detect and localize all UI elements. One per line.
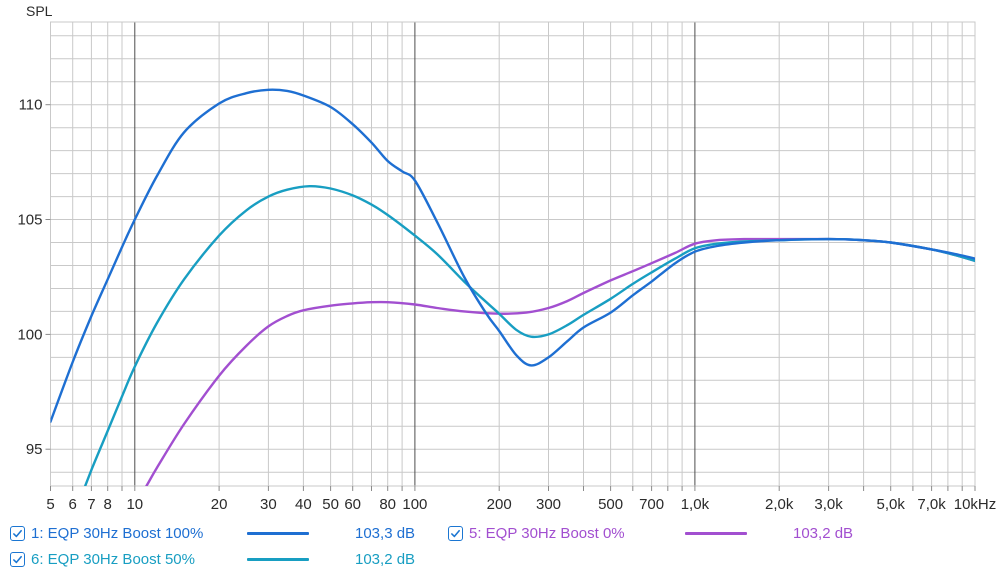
legend-item-eqp-50: 6: EQP 30Hz Boost 50% 103,2 dB (10, 550, 415, 568)
plot-area[interactable] (50, 21, 976, 487)
x-tick-label: 5,0k (877, 496, 906, 513)
curve-6-eqp-30hz-boost-50- (83, 184, 975, 486)
x-tick-label: 60 (344, 496, 361, 513)
x-tick-label: 80 (379, 496, 396, 513)
legend-db-value: 103,2 dB (355, 550, 416, 568)
curve-5-eqp-30hz-boost-0- (144, 237, 975, 486)
grid (50, 22, 976, 486)
x-tick-label: 50 (322, 496, 339, 513)
x-axis-ticks (45, 104, 976, 491)
curves (50, 88, 975, 486)
x-tick-label: 6 (69, 496, 77, 513)
x-tick-label: 10kHz (954, 496, 997, 513)
legend-line-swatch (247, 531, 309, 535)
legend-db-value: 103,3 dB (355, 524, 416, 542)
legend-db-value: 103,2 dB (793, 524, 854, 542)
x-tick-label: 1,0k (681, 496, 710, 513)
x-tick-label: 200 (487, 496, 512, 513)
x-tick-label: 7 (87, 496, 95, 513)
y-tick-label: 100 (17, 326, 42, 343)
legend-label: 6: EQP 30Hz Boost 50% (31, 550, 195, 568)
x-tick-label: 20 (211, 496, 228, 513)
legend-item-eqp-100: 1: EQP 30Hz Boost 100% 103,3 dB (10, 524, 415, 542)
spl-chart[interactable]: SPL 110 105 100 95 5 6 7 8 10 20 30 40 50 60 80 100 200 30… (0, 0, 1000, 520)
check-icon (13, 529, 22, 537)
legend-label: 5: EQP 30Hz Boost 0% (469, 524, 625, 542)
x-tick-label: 8 (104, 496, 112, 513)
y-tick-label: 105 (17, 212, 42, 229)
check-icon (451, 529, 460, 537)
x-tick-label: 2,0k (765, 496, 794, 513)
legend-label: 1: EQP 30Hz Boost 100% (31, 524, 204, 542)
y-tick-label: 95 (26, 441, 43, 458)
legend-checkbox-eqp-100[interactable] (10, 525, 25, 541)
legend-line-swatch (247, 557, 309, 561)
legend-checkbox-eqp-0[interactable] (448, 525, 463, 541)
x-tick-label: 5 (46, 496, 54, 513)
x-tick-label: 30 (260, 496, 277, 513)
check-icon (13, 555, 22, 563)
legend-line-swatch (685, 531, 747, 535)
x-tick-label: 100 (402, 496, 427, 513)
legend-checkbox-eqp-50[interactable] (10, 551, 25, 567)
x-tick-label: 40 (295, 496, 312, 513)
x-tick-label: 7,0k (917, 496, 946, 513)
legend-item-eqp-0: 5: EQP 30Hz Boost 0% 103,2 dB (448, 524, 853, 542)
x-tick-label: 3,0k (814, 496, 843, 513)
y-tick-label: 110 (19, 97, 43, 114)
x-tick-label: 700 (639, 496, 664, 513)
x-tick-label: 300 (536, 496, 561, 513)
curve-1-eqp-30hz-boost-100- (50, 88, 975, 423)
x-tick-label: 500 (598, 496, 623, 513)
x-tick-label: 10 (126, 496, 143, 513)
axis-labels: SPL 110 105 100 95 5 6 7 8 10 20 30 40 50 60 80 100 200 30… (17, 3, 996, 513)
y-axis-title: SPL (26, 3, 53, 19)
